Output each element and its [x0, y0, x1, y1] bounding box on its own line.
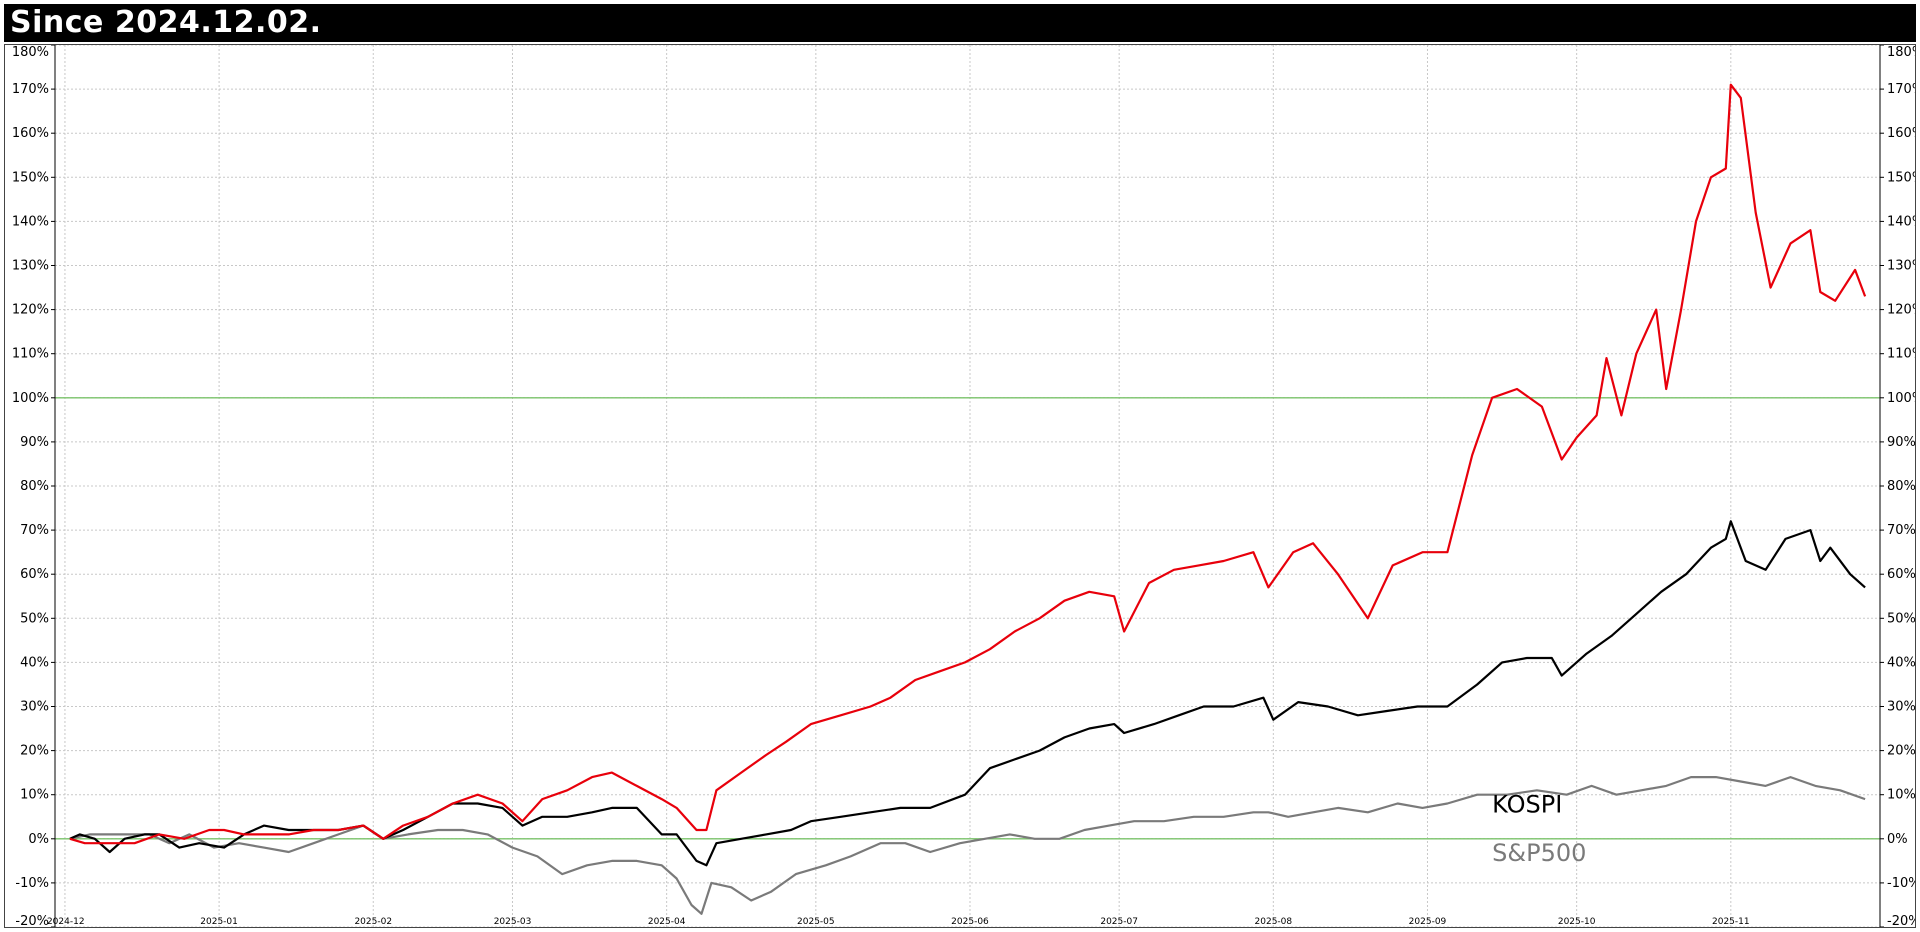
y-tick-label-left: 70% [20, 523, 49, 538]
y-tick-label-left: 110% [12, 347, 49, 362]
y-tick-label-left: 140% [12, 214, 49, 229]
x-tick-label: 2025-09 [1409, 917, 1447, 927]
series-line-red [69, 83, 1867, 845]
chart-frame: -20% -20% -10% -10% 0% 0% 10% 10% 20% 20% 30% 30% 40… [4, 44, 1916, 928]
x-tick-label: 2025-07 [1100, 917, 1138, 927]
series-line-s-p500 [69, 775, 1866, 915]
y-tick-label-left: 150% [12, 170, 49, 185]
y-tick-label-right: 60% [1887, 567, 1915, 582]
y-tick-label-left: 170% [12, 82, 49, 97]
y-tick-label-right: -20% [1887, 914, 1915, 927]
y-tick-label-right: 30% [1887, 700, 1915, 715]
y-tick-label-right: 140% [1887, 214, 1915, 229]
series-label-kospi: KOSPI [1492, 790, 1562, 818]
y-tick-label-left: 80% [20, 479, 49, 494]
y-tick-label-left: -20% [15, 914, 49, 927]
y-tick-label-right: 20% [1887, 744, 1915, 759]
x-tick-label: 2025-06 [951, 917, 989, 927]
x-tick-label: 2025-11 [1712, 917, 1750, 927]
x-tick-label: 2025-04 [648, 917, 686, 927]
x-tick-label: 2025-02 [354, 917, 392, 927]
y-tick-label-left: -10% [15, 876, 49, 891]
y-tick-label-left: 160% [12, 126, 49, 141]
chart-title: Since 2024.12.02. [10, 5, 322, 40]
y-tick-label-right: 150% [1887, 170, 1915, 185]
y-tick-label-right: 100% [1887, 391, 1915, 406]
x-tick-label: 2025-03 [494, 917, 532, 927]
y-tick-label-left: 180% [12, 45, 49, 60]
x-tick-label: 2024-12 [47, 917, 85, 927]
y-tick-label-left: 40% [20, 655, 49, 670]
y-tick-label-right: 120% [1887, 303, 1915, 318]
chart-svg: -20% -20% -10% -10% 0% 0% 10% 10% 20% 20% 30% 30% 40… [12, 45, 1915, 927]
y-tick-label-right: 80% [1887, 479, 1915, 494]
y-tick-label-left: 90% [20, 435, 49, 450]
y-tick-label-right: 90% [1887, 435, 1915, 450]
grid-layer [55, 45, 1880, 927]
series-line-kospi [69, 520, 1866, 867]
y-tick-label-left: 100% [12, 391, 49, 406]
y-tick-label-right: -10% [1887, 876, 1915, 891]
reference-lines [55, 397, 1880, 840]
y-tick-label-left: 50% [20, 611, 49, 626]
y-tick-label-left: 30% [20, 700, 49, 715]
y-tick-label-right: 0% [1887, 832, 1908, 847]
x-tick-label: 2025-01 [200, 917, 238, 927]
axes: -20% -20% -10% -10% 0% 0% 10% 10% 20% 20% 30% 30% 40… [12, 45, 1915, 927]
y-tick-label-right: 180% [1887, 45, 1915, 60]
y-tick-label-left: 10% [20, 788, 49, 803]
x-tick-label: 2025-08 [1255, 917, 1293, 927]
y-tick-label-right: 50% [1887, 611, 1915, 626]
y-tick-label-left: 20% [20, 744, 49, 759]
y-tick-label-right: 170% [1887, 82, 1915, 97]
series-label-sp500: S&P500 [1492, 839, 1586, 867]
y-tick-label-left: 130% [12, 259, 49, 274]
y-tick-label-right: 110% [1887, 347, 1915, 362]
title-bar: Since 2024.12.02. [4, 4, 1916, 42]
y-tick-label-right: 40% [1887, 655, 1915, 670]
y-tick-label-right: 10% [1887, 788, 1915, 803]
y-tick-label-left: 0% [28, 832, 49, 847]
y-tick-label-right: 130% [1887, 259, 1915, 274]
y-tick-label-right: 160% [1887, 126, 1915, 141]
series-layer [69, 83, 1867, 915]
x-tick-label: 2025-05 [797, 917, 835, 927]
y-tick-label-left: 60% [20, 567, 49, 582]
y-tick-label-right: 70% [1887, 523, 1915, 538]
x-tick-label: 2025-10 [1558, 917, 1596, 927]
series-labels: KOSPI S&P500 [1492, 790, 1586, 867]
y-tick-label-left: 120% [12, 303, 49, 318]
